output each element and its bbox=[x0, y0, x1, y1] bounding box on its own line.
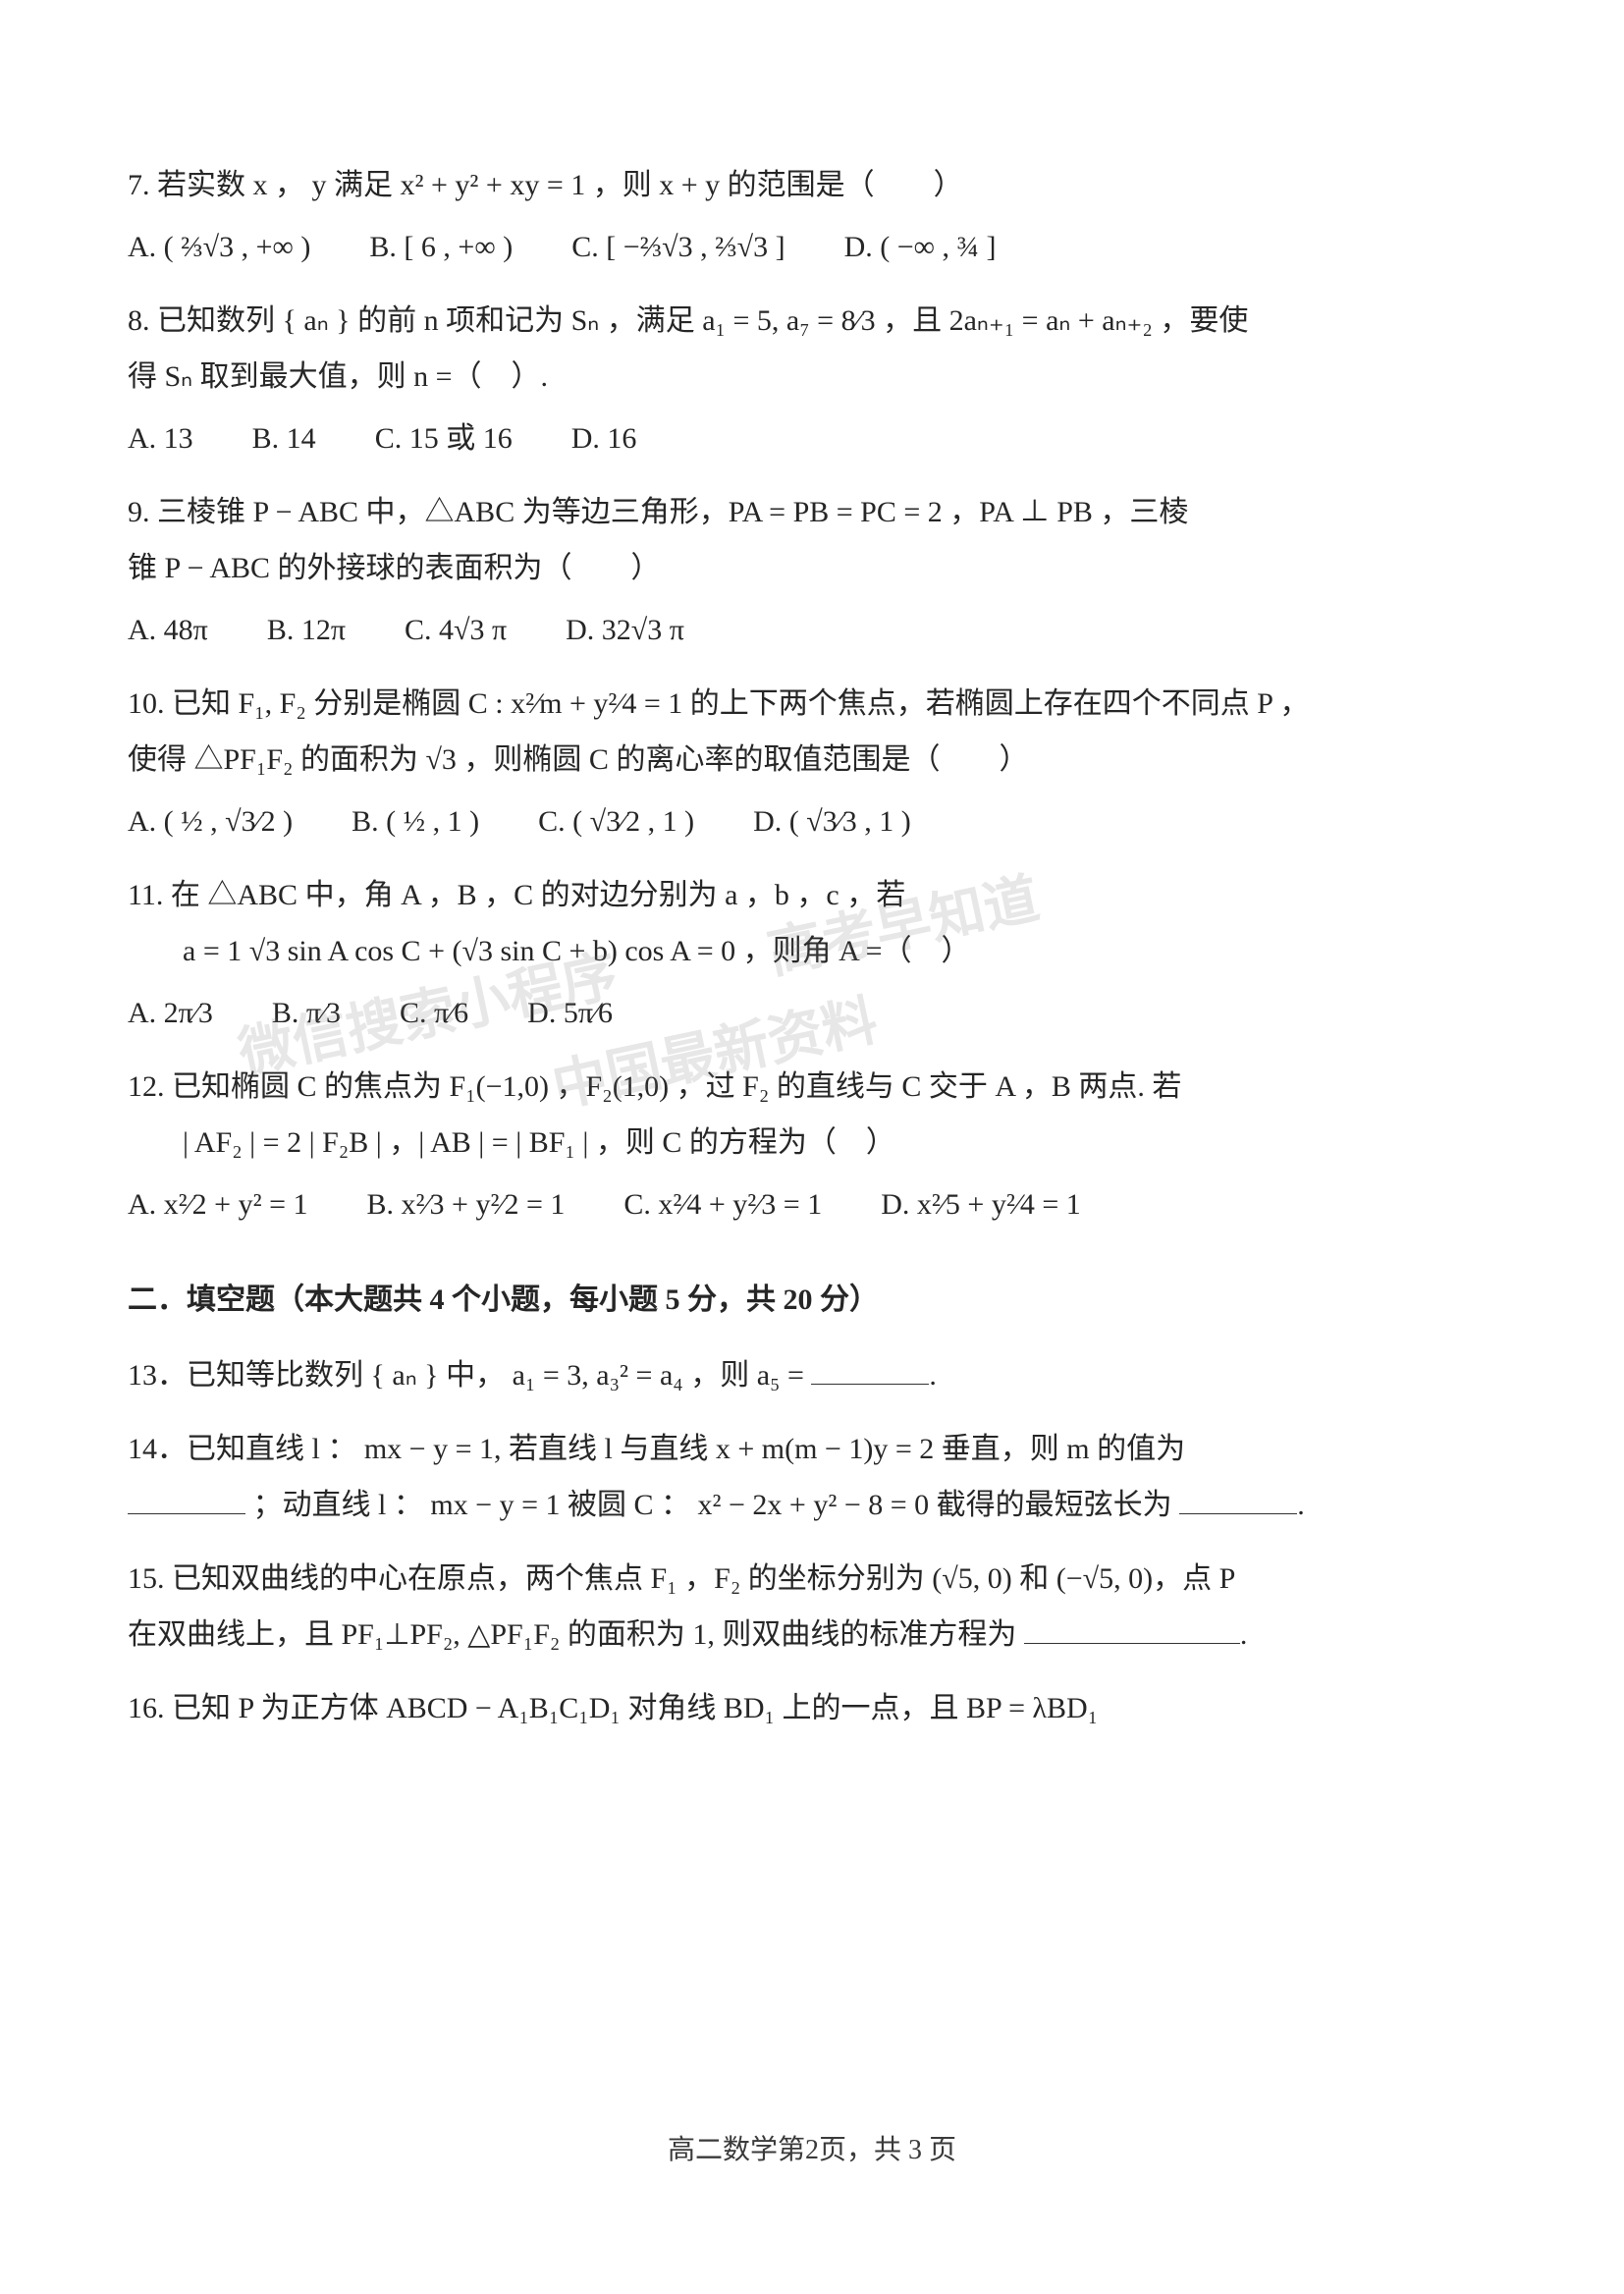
option-d: D. 5π⁄6 bbox=[527, 985, 613, 1041]
question-9: 9. 三棱锥 P − ABC 中，△ABC 为等边三角形，PA = PB = P… bbox=[128, 484, 1496, 658]
answer-blank bbox=[811, 1354, 929, 1385]
question-text: 在双曲线上，且 PF₁⊥PF₂, △PF₁F₂ 的面积为 1, 则双曲线的标准方… bbox=[128, 1618, 1024, 1651]
question-stem: 15. 已知双曲线的中心在原点，两个焦点 F₁ ，F₂ 的坐标分别为 (√5, … bbox=[128, 1551, 1496, 1607]
question-10: 10. 已知 F₁, F₂ 分别是椭圆 C : x²⁄m + y²⁄4 = 1 … bbox=[128, 676, 1496, 849]
answer-blank bbox=[128, 1484, 245, 1514]
question-15: 15. 已知双曲线的中心在原点，两个焦点 F₁ ，F₂ 的坐标分别为 (√5, … bbox=[128, 1551, 1496, 1663]
question-11: 11. 在 △ABC 中，角 A ，B ，C 的对边分别为 a ，b ，c ，若… bbox=[128, 867, 1496, 1041]
option-c: C. ( √3⁄2 , 1 ) bbox=[538, 793, 694, 849]
question-stem: 10. 已知 F₁, F₂ 分别是椭圆 C : x²⁄m + y²⁄4 = 1 … bbox=[128, 676, 1496, 732]
question-stem: 得 Sₙ 取到最大值，则 n =（ ）. bbox=[128, 349, 1496, 405]
option-a: A. ( ⅔√3 , +∞ ) bbox=[128, 219, 310, 275]
question-stem: 12. 已知椭圆 C 的焦点为 F₁(−1,0) ，F₂(1,0) ，过 F₂ … bbox=[128, 1059, 1496, 1115]
question-options: A. ( ½ , √3⁄2 ) B. ( ½ , 1 ) C. ( √3⁄2 ,… bbox=[128, 793, 1496, 849]
question-stem: 13．已知等比数列 { aₙ } 中， a₁ = 3, a₃² = a₄ ，则 … bbox=[128, 1359, 811, 1392]
option-a: A. 13 bbox=[128, 410, 193, 466]
option-c: C. x²⁄4 + y²⁄3 = 1 bbox=[623, 1176, 822, 1232]
option-b: B. ( ½ , 1 ) bbox=[352, 793, 479, 849]
option-a: A. x²⁄2 + y² = 1 bbox=[128, 1176, 308, 1232]
question-14: 14．已知直线 l ： mx − y = 1, 若直线 l 与直线 x + m(… bbox=[128, 1421, 1496, 1533]
option-b: B. 12π bbox=[267, 602, 346, 658]
question-stem: | AF₂ | = 2 | F₂B | ，| AB | = | BF₁ | ，则… bbox=[183, 1115, 1496, 1171]
question-stem: a = 1 √3 sin A cos C + (√3 sin C + b) co… bbox=[183, 923, 1496, 979]
question-stem: 锥 P − ABC 的外接球的表面积为（ ） bbox=[128, 540, 1496, 596]
question-13: 13．已知等比数列 { aₙ } 中， a₁ = 3, a₃² = a₄ ，则 … bbox=[128, 1347, 1496, 1403]
answer-blank bbox=[1179, 1484, 1297, 1514]
question-stem: 9. 三棱锥 P − ABC 中，△ABC 为等边三角形，PA = PB = P… bbox=[128, 484, 1496, 540]
option-b: B. 14 bbox=[252, 410, 316, 466]
option-a: A. ( ½ , √3⁄2 ) bbox=[128, 793, 293, 849]
question-7: 7. 若实数 x ， y 满足 x² + y² + xy = 1 ，则 x + … bbox=[128, 157, 1496, 275]
option-a: A. 2π⁄3 bbox=[128, 985, 213, 1041]
option-c: C. 4√3 π bbox=[405, 602, 507, 658]
question-options: A. x²⁄2 + y² = 1 B. x²⁄3 + y²⁄2 = 1 C. x… bbox=[128, 1176, 1496, 1232]
question-options: A. 2π⁄3 B. π⁄3 C. π⁄6 D. 5π⁄6 bbox=[128, 985, 1496, 1041]
option-d: D. x²⁄5 + y²⁄4 = 1 bbox=[881, 1176, 1081, 1232]
option-a: A. 48π bbox=[128, 602, 208, 658]
option-b: B. [ 6 , +∞ ) bbox=[369, 219, 513, 275]
answer-blank bbox=[1024, 1613, 1240, 1644]
question-options: A. ( ⅔√3 , +∞ ) B. [ 6 , +∞ ) C. [ −⅔√3 … bbox=[128, 219, 1496, 275]
option-d: D. 32√3 π bbox=[566, 602, 684, 658]
option-b: B. π⁄3 bbox=[272, 985, 341, 1041]
question-stem: 11. 在 △ABC 中，角 A ，B ，C 的对边分别为 a ，b ，c ，若 bbox=[128, 867, 1496, 923]
option-c: C. π⁄6 bbox=[400, 985, 468, 1041]
exam-page: 高考早知道 微信搜索小程序 中国最新资料 7. 若实数 x ， y 满足 x² … bbox=[0, 0, 1624, 2294]
page-footer: 高二数学第2页，共 3 页 bbox=[0, 2124, 1624, 2176]
section-2-title: 二．填空题（本大题共 4 个小题，每小题 5 分，共 20 分） bbox=[128, 1272, 1496, 1328]
question-options: A. 48π B. 12π C. 4√3 π D. 32√3 π bbox=[128, 602, 1496, 658]
question-stem: 8. 已知数列 { aₙ } 的前 n 项和记为 Sₙ ，满足 a₁ = 5, … bbox=[128, 293, 1496, 349]
question-stem: 16. 已知 P 为正方体 ABCD − A₁B₁C₁D₁ 对角线 BD₁ 上的… bbox=[128, 1680, 1496, 1736]
option-d: D. ( √3⁄3 , 1 ) bbox=[753, 793, 911, 849]
question-16: 16. 已知 P 为正方体 ABCD − A₁B₁C₁D₁ 对角线 BD₁ 上的… bbox=[128, 1680, 1496, 1736]
question-text: ；动直线 l ： mx − y = 1 被圆 C ： x² − 2x + y² … bbox=[253, 1489, 1172, 1521]
option-b: B. x²⁄3 + y²⁄2 = 1 bbox=[367, 1176, 566, 1232]
question-stem: 使得 △PF₁F₂ 的面积为 √3 ，则椭圆 C 的离心率的取值范围是（ ） bbox=[128, 732, 1496, 788]
question-options: A. 13 B. 14 C. 15 或 16 D. 16 bbox=[128, 410, 1496, 466]
question-12: 12. 已知椭圆 C 的焦点为 F₁(−1,0) ，F₂(1,0) ，过 F₂ … bbox=[128, 1059, 1496, 1232]
option-c: C. [ −⅔√3 , ⅔√3 ] bbox=[571, 219, 785, 275]
option-d: D. 16 bbox=[571, 410, 637, 466]
question-stem-cont: ；动直线 l ： mx − y = 1 被圆 C ： x² − 2x + y² … bbox=[128, 1477, 1496, 1533]
option-d: D. ( −∞ , ¾ ] bbox=[844, 219, 997, 275]
question-8: 8. 已知数列 { aₙ } 的前 n 项和记为 Sₙ ，满足 a₁ = 5, … bbox=[128, 293, 1496, 466]
question-stem: 14．已知直线 l ： mx − y = 1, 若直线 l 与直线 x + m(… bbox=[128, 1421, 1496, 1477]
question-stem-cont: 在双曲线上，且 PF₁⊥PF₂, △PF₁F₂ 的面积为 1, 则双曲线的标准方… bbox=[128, 1607, 1496, 1663]
option-c: C. 15 或 16 bbox=[375, 410, 513, 466]
question-stem: 7. 若实数 x ， y 满足 x² + y² + xy = 1 ，则 x + … bbox=[128, 157, 1496, 213]
